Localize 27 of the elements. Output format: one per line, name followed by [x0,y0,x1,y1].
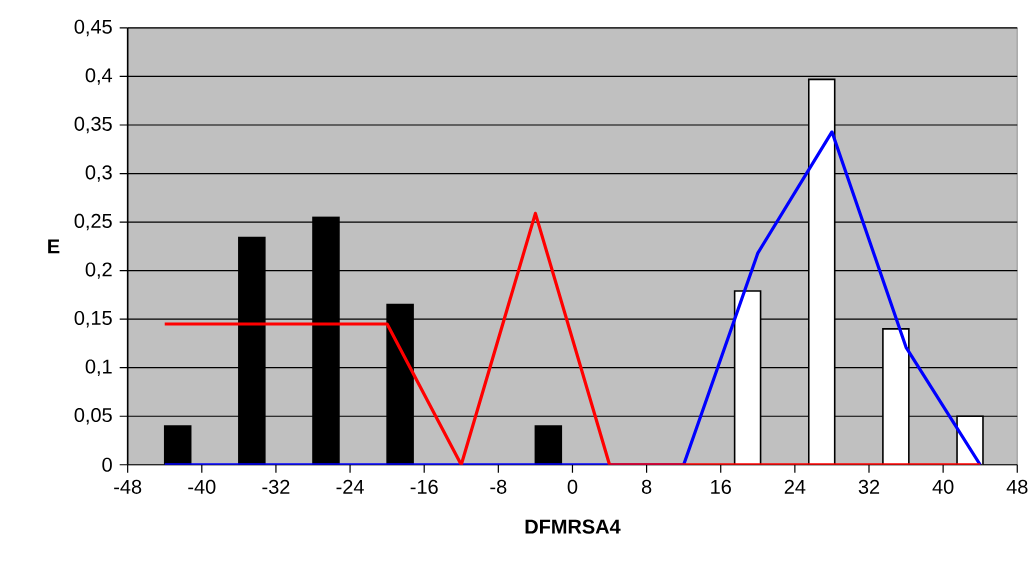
x-tick-label: -48 [114,479,142,494]
y-tick-label: 0,4 [85,68,113,85]
y-tick-label: 0,25 [74,213,112,231]
bar [733,289,762,465]
x-tick-label: -24 [336,479,364,494]
y-tick-label: 0,45 [74,19,112,36]
x-tick-label: -32 [262,479,290,494]
y-tick-label: 0 [102,457,112,472]
x-axis-title: DFMRSA4 [525,519,621,534]
y-tick-label: 0,1 [85,359,112,376]
x-tick-label: 24 [784,479,806,494]
y-tick-label: 0,15 [74,310,112,328]
x-tick-label: 40 [932,479,954,494]
y-tick-label: 0,2 [85,262,112,279]
x-tick-label: -8 [490,479,507,494]
x-tick-label: 48 [1006,479,1028,494]
x-tick-label: 8 [641,479,652,494]
x-tick-label: -40 [188,479,216,494]
bar [807,78,836,465]
x-tick-label: -16 [410,479,438,494]
y-tick-label: 0,05 [74,407,112,425]
y-axis-title: E [48,239,60,253]
y-tick-label: 0,3 [85,165,112,182]
x-tick-label: 16 [711,479,731,494]
x-tick-label: 0 [567,479,578,494]
y-tick-label: 0,35 [74,116,112,134]
x-tick-label: 32 [858,479,880,494]
